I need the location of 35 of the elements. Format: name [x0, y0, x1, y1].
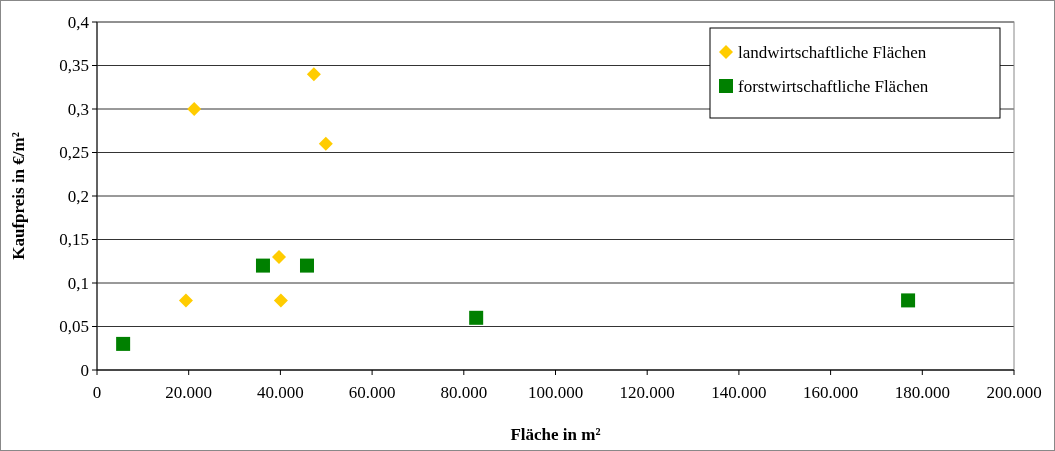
x-tick-label: 40.000	[257, 383, 304, 402]
y-tick-label: 0	[80, 360, 89, 380]
point	[272, 249, 287, 264]
point	[469, 310, 484, 325]
x-tick-label: 100.000	[527, 383, 584, 402]
x-tick-label: 60.000	[348, 383, 396, 402]
legend-label: landwirtschaftliche Flächen	[738, 42, 927, 62]
y-tick-label: 0,2	[67, 186, 89, 206]
x-tick-label: 180.000	[894, 383, 950, 402]
point	[306, 67, 321, 82]
x-tick-label: 140.000	[711, 383, 767, 402]
x-tick-label: 160.000	[802, 383, 859, 402]
x-axis-title: Fläche in m²	[510, 425, 601, 444]
legend-label: forstwirtschaftliche Flächen	[738, 76, 929, 96]
y-tick-label: 0,05	[59, 317, 89, 337]
point	[318, 136, 333, 151]
y-tick-label: 0,4	[67, 12, 90, 32]
y-axis-title: Kaufpreis in €/m²	[9, 132, 28, 260]
point	[299, 258, 314, 273]
point	[116, 336, 131, 351]
y-tick-label: 0,25	[59, 143, 89, 163]
x-tick-label: 80.000	[440, 383, 488, 402]
x-tick-label: 200.000	[986, 383, 1042, 402]
point	[255, 258, 270, 273]
y-tick-label: 0,1	[67, 273, 89, 293]
y-tick-label: 0,3	[67, 99, 89, 119]
point	[178, 293, 193, 308]
x-tick-label: 0	[92, 383, 102, 402]
x-tick-label: 20.000	[165, 383, 213, 402]
point	[901, 293, 916, 308]
y-tick-label: 0,35	[59, 56, 89, 76]
x-tick-label: 120.000	[619, 383, 675, 402]
point	[187, 102, 202, 116]
y-tick-label: 0,15	[59, 230, 89, 250]
point	[273, 293, 288, 308]
